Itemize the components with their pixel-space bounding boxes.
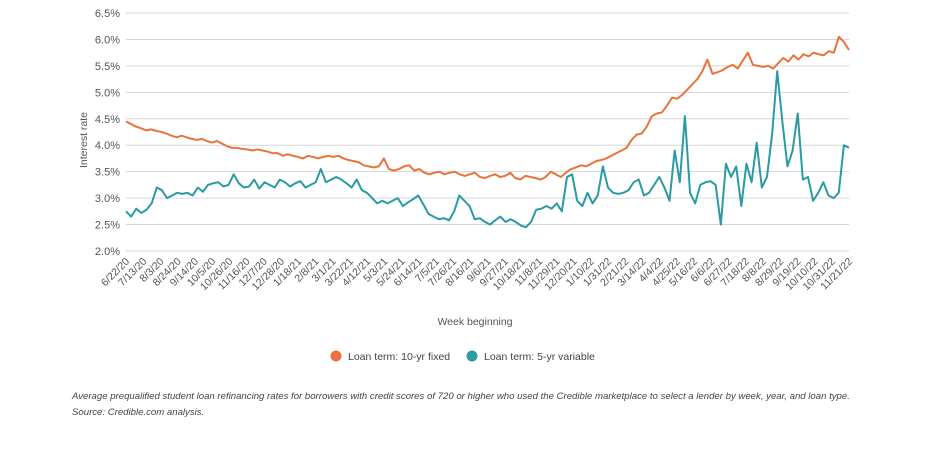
- y-tick-label: 3.0%: [95, 193, 120, 205]
- y-tick-label: 5.5%: [95, 61, 120, 73]
- y-tick-label: 4.5%: [95, 114, 120, 126]
- x-axis-title: Week beginning: [437, 316, 512, 328]
- y-tick-label: 2.5%: [95, 220, 120, 232]
- legend-item-10yr-fixed: Loan term: 10-yr fixed: [330, 350, 450, 363]
- y-tick-label: 2.0%: [95, 246, 120, 258]
- y-tick-label: 5.0%: [95, 87, 120, 99]
- legend-marker-5yr-variable: [466, 350, 478, 362]
- legend: Loan term: 10-yr fixed Loan term: 5-yr v…: [330, 350, 595, 363]
- legend-item-5yr-variable: Loan term: 5-yr variable: [466, 350, 595, 363]
- legend-marker-10yr-fixed: [330, 350, 342, 362]
- x-axis-ticks: 6/22/207/13/208/3/208/24/209/14/2010/5/2…: [99, 256, 855, 294]
- y-tick-label: 3.5%: [95, 167, 120, 179]
- y-tick-label: 6.5%: [95, 8, 120, 20]
- y-axis-ticks: 6.5% 6.0% 5.5% 5.0% 4.5% 4.0% 3.5% 3.0% 2.5% 2.0%: [95, 8, 120, 258]
- series-lines: [125, 35, 850, 229]
- chart-caption: Average prequalified student loan refina…: [72, 391, 850, 418]
- series-line-10yr-fixed: [125, 35, 850, 181]
- y-axis-title: Interest rate: [78, 112, 90, 168]
- legend-label-5yr-variable: Loan term: 5-yr variable: [484, 351, 595, 363]
- y-tick-label: 6.0%: [95, 34, 120, 46]
- y-tick-label: 4.0%: [95, 140, 120, 152]
- gridlines: [126, 12, 849, 252]
- series-line-5yr-variable: [125, 70, 850, 229]
- legend-label-10yr-fixed: Loan term: 10-yr fixed: [348, 351, 450, 363]
